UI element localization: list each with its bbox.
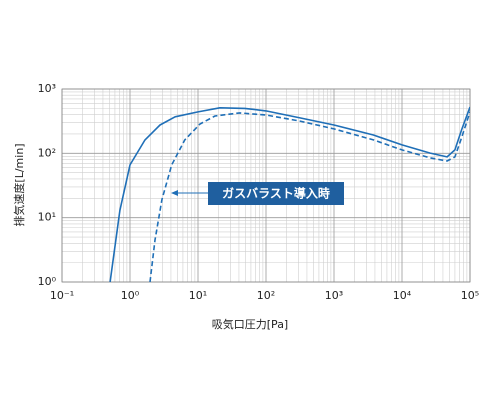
x-tick-label: 10⁵ xyxy=(461,289,479,302)
x-tick-label: 10⁴ xyxy=(393,289,412,302)
y-tick-label: 10³ xyxy=(38,82,56,95)
y-axis-label: 排気速度[L/min] xyxy=(12,143,26,226)
y-tick-label: 10⁰ xyxy=(38,275,57,288)
series-line xyxy=(149,111,470,282)
x-tick-label: 10⁰ xyxy=(121,289,140,302)
series-line xyxy=(109,106,470,282)
x-axis-label: 吸気口圧力[Pa] xyxy=(212,317,288,331)
y-tick-label: 10² xyxy=(38,146,56,159)
annotation-arrowhead xyxy=(171,190,178,196)
x-tick-label: 10⁻¹ xyxy=(50,289,74,302)
y-tick-label: 10¹ xyxy=(38,211,56,224)
x-tick-label: 10¹ xyxy=(189,289,207,302)
x-tick-label: 10³ xyxy=(325,289,343,302)
plot-frame xyxy=(61,88,471,283)
annotation-text: ガスバラスト導入時 xyxy=(222,186,330,201)
x-tick-label: 10² xyxy=(257,289,275,302)
annotation-box xyxy=(208,182,344,205)
